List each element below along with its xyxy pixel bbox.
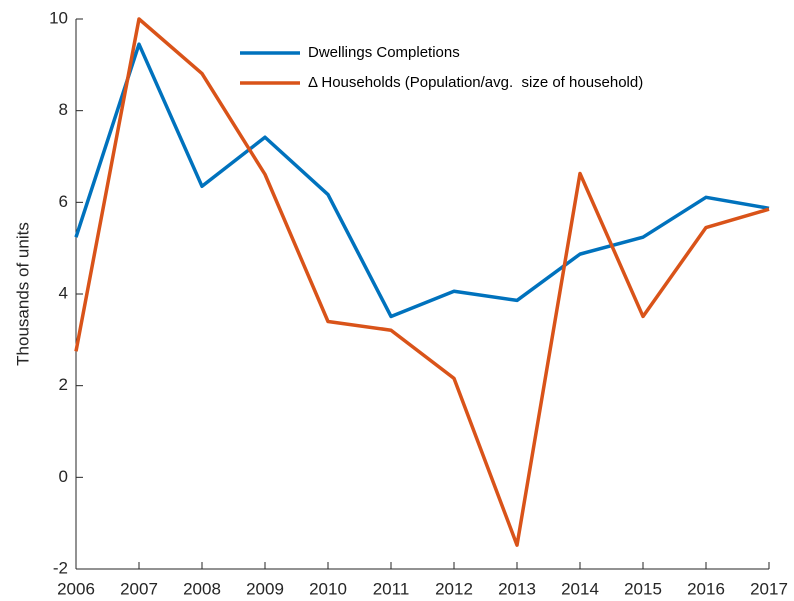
x-tick-label: 2011 [373, 579, 410, 598]
legend-label: Dwellings Completions [308, 44, 460, 61]
x-tick-label: 2010 [309, 579, 347, 598]
x-tick-label: 2006 [57, 579, 95, 598]
line-series [74, 42, 770, 319]
y-tick-label: 8 [59, 100, 68, 119]
x-tick-label: 2017 [750, 579, 788, 598]
y-tick-label: -2 [53, 558, 68, 577]
x-tick-label: 2016 [687, 579, 725, 598]
y-axis-label: Thousands of units [13, 222, 32, 366]
y-tick-label: 2 [59, 375, 68, 394]
x-tick-label: 2009 [246, 579, 284, 598]
x-tick-label: 2012 [435, 579, 473, 598]
legend-label: Δ Households (Population/avg. size of ho… [308, 74, 643, 91]
y-tick-label: 0 [59, 467, 68, 486]
x-tick-label: 2015 [624, 579, 662, 598]
x-tick-label: 2008 [183, 579, 221, 598]
y-tick-label: 4 [59, 283, 68, 302]
legend: Dwellings Completions Δ Households (Popul… [240, 44, 643, 91]
y-tick-label: 6 [59, 192, 68, 211]
line-series [74, 17, 770, 547]
x-tick-label: 2007 [120, 579, 158, 598]
y-tick-label: 10 [49, 8, 68, 27]
x-tick-label: 2014 [561, 579, 599, 598]
x-tick-label: 2013 [498, 579, 536, 598]
